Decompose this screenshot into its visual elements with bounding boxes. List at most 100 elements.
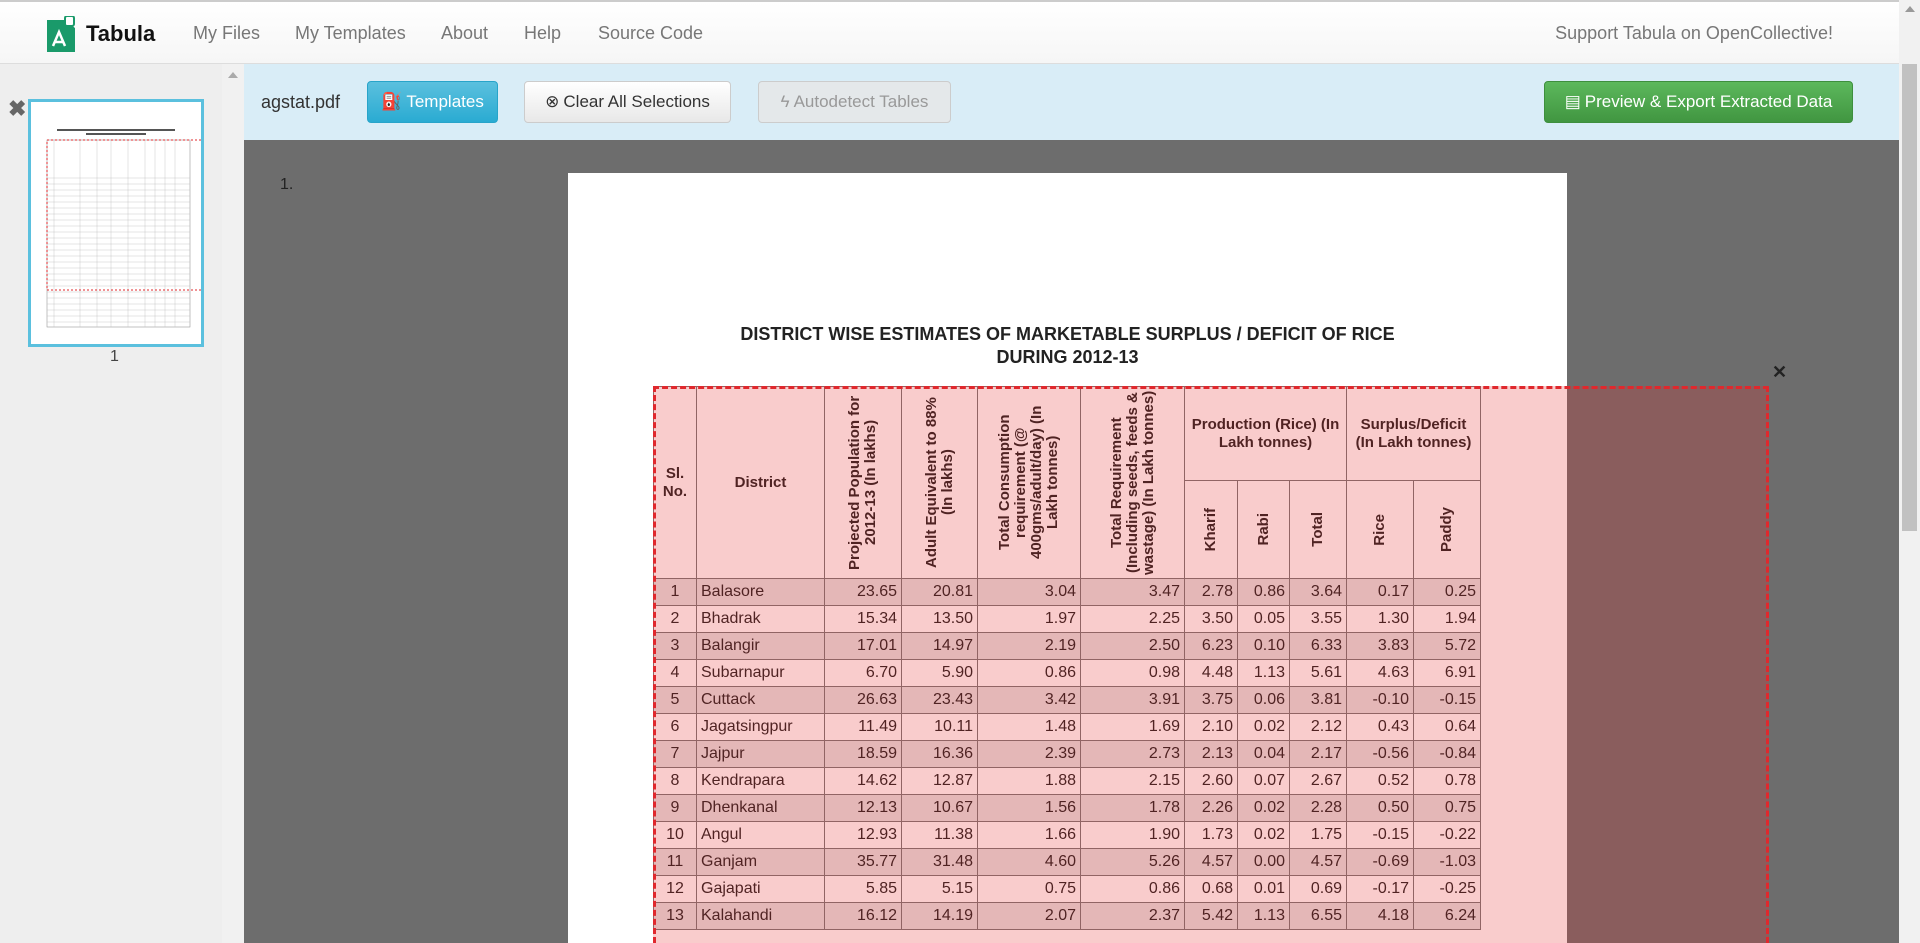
autodetect-tables-button[interactable]: ϟ Autodetect Tables — [758, 81, 951, 123]
data-table: Sl. No. District Projected Population fo… — [653, 386, 1481, 930]
autodetect-label: Autodetect Tables — [793, 92, 929, 111]
cell-population: 23.65 — [824, 578, 902, 606]
cell-total: 5.61 — [1289, 659, 1347, 687]
cell-kharif: 3.75 — [1184, 686, 1238, 714]
tabula-logo-icon[interactable] — [47, 16, 75, 52]
cell-requirement: 1.90 — [1080, 821, 1185, 849]
cell-rabi: 0.06 — [1237, 686, 1290, 714]
page-thumbnail[interactable] — [28, 99, 218, 347]
cell-population: 18.59 — [824, 740, 902, 768]
cell-paddy: 0.64 — [1413, 713, 1481, 741]
brand-name[interactable]: Tabula — [86, 21, 156, 46]
cell-rice: 3.83 — [1346, 632, 1414, 660]
nav-help[interactable]: Help — [524, 23, 562, 43]
cell-kharif: 3.50 — [1184, 605, 1238, 633]
pdf-page[interactable]: DISTRICT WISE ESTIMATES OF MARKETABLE SU… — [568, 173, 1567, 943]
cell-total: 0.69 — [1289, 875, 1347, 903]
cell-district: Cuttack — [696, 686, 825, 714]
table-row: 11 Ganjam 35.77 31.48 4.60 5.26 4.57 0.00 4.57 -0… — [653, 848, 1481, 876]
preview-export-button[interactable]: ▤ Preview & Export Extracted Data — [1544, 81, 1853, 123]
cell-consumption: 3.04 — [977, 578, 1081, 606]
header-paddy: Paddy — [1413, 480, 1481, 579]
cell-consumption: 1.88 — [977, 767, 1081, 795]
nav-source-code[interactable]: Source Code — [598, 23, 704, 43]
cell-paddy: 6.91 — [1413, 659, 1481, 687]
cell-requirement: 0.86 — [1080, 875, 1185, 903]
thumbnail-preview — [46, 129, 218, 328]
templates-icon: ⛽ — [381, 92, 403, 111]
table-row: 13 Kalahandi 16.12 14.19 2.07 2.37 5.42 1.13 6.5… — [653, 902, 1481, 930]
cell-requirement: 2.73 — [1080, 740, 1185, 768]
remove-page-icon[interactable]: ✖ — [8, 96, 27, 121]
nav-about[interactable]: About — [441, 23, 489, 43]
header-population: Projected Population for 2012-13 (In lak… — [824, 386, 902, 579]
nav-my-templates[interactable]: My Templates — [295, 23, 406, 43]
remove-selection-icon[interactable]: ✕ — [1772, 362, 1788, 382]
cell-total: 2.17 — [1289, 740, 1347, 768]
cell-population: 35.77 — [824, 848, 902, 876]
support-link[interactable]: Support Tabula on OpenCollective! — [1555, 23, 1833, 43]
cell-total: 4.57 — [1289, 848, 1347, 876]
table-row: 2 Bhadrak 15.34 13.50 1.97 2.25 3.50 0.05 3.55 1.… — [653, 605, 1481, 633]
cell-adult-equivalent: 31.48 — [901, 848, 978, 876]
cell-rabi: 0.02 — [1237, 713, 1290, 741]
clear-selections-button[interactable]: ⊗ Clear All Selections — [524, 81, 731, 123]
cell-rice: -0.69 — [1346, 848, 1414, 876]
cell-requirement: 3.47 — [1080, 578, 1185, 606]
cell-paddy: 5.72 — [1413, 632, 1481, 660]
cell-rice: -0.10 — [1346, 686, 1414, 714]
file-name: agstat.pdf — [261, 92, 341, 112]
cell-adult-equivalent: 11.38 — [901, 821, 978, 849]
table-row: 4 Subarnapur 6.70 5.90 0.86 0.98 4.48 1.13 5.61 4… — [653, 659, 1481, 687]
cell-rice: 0.17 — [1346, 578, 1414, 606]
title-line-2: DURING 2012-13 — [996, 347, 1139, 367]
cell-paddy: -0.22 — [1413, 821, 1481, 849]
cell-consumption: 1.56 — [977, 794, 1081, 822]
scrollbar-thumb[interactable] — [1902, 64, 1917, 531]
cell-rabi: 1.13 — [1237, 659, 1290, 687]
cell-rice: 0.52 — [1346, 767, 1414, 795]
table-row: 9 Dhenkanal 12.13 10.67 1.56 1.78 2.26 0.02 2.28… — [653, 794, 1481, 822]
clear-label: Clear All Selections — [563, 92, 710, 111]
header-production: Production (Rice) (In Lakh tonnes) — [1184, 386, 1347, 481]
cell-requirement: 5.26 — [1080, 848, 1185, 876]
header-requirement: Total Requirement (Including seeds, feed… — [1080, 386, 1185, 579]
cell-rabi: 0.02 — [1237, 794, 1290, 822]
cell-paddy: 1.94 — [1413, 605, 1481, 633]
cell-consumption: 3.42 — [977, 686, 1081, 714]
cell-sl-no: 4 — [653, 659, 697, 687]
templates-button[interactable]: ⛽ Templates — [367, 81, 498, 123]
cell-kharif: 2.26 — [1184, 794, 1238, 822]
cell-sl-no: 3 — [653, 632, 697, 660]
cell-adult-equivalent: 14.97 — [901, 632, 978, 660]
cell-rice: 4.18 — [1346, 902, 1414, 930]
list-icon: ▤ — [1564, 92, 1581, 111]
cell-requirement: 2.15 — [1080, 767, 1185, 795]
top-navbar: Tabula My Files My Templates About Help … — [0, 0, 1899, 64]
cell-population: 12.13 — [824, 794, 902, 822]
cell-adult-equivalent: 14.19 — [901, 902, 978, 930]
cell-adult-equivalent: 16.36 — [901, 740, 978, 768]
cell-paddy: 0.78 — [1413, 767, 1481, 795]
export-label: Preview & Export Extracted Data — [1584, 92, 1833, 111]
cell-consumption: 0.86 — [977, 659, 1081, 687]
cell-total: 2.28 — [1289, 794, 1347, 822]
cell-total: 3.55 — [1289, 605, 1347, 633]
sidebar-scrollbar[interactable] — [222, 64, 244, 943]
table-selection-area[interactable] — [653, 386, 1769, 943]
cell-population: 16.12 — [824, 902, 902, 930]
cell-consumption: 2.39 — [977, 740, 1081, 768]
cell-population: 11.49 — [824, 713, 902, 741]
page-label: 1. — [280, 176, 294, 193]
cell-rice: -0.56 — [1346, 740, 1414, 768]
cell-requirement: 1.78 — [1080, 794, 1185, 822]
nav-my-files[interactable]: My Files — [193, 23, 260, 43]
header-adult-equivalent: Adult Equivalent to 88% (In lakhs) — [901, 386, 978, 579]
cell-adult-equivalent: 20.81 — [901, 578, 978, 606]
cell-adult-equivalent: 10.67 — [901, 794, 978, 822]
cell-total: 6.33 — [1289, 632, 1347, 660]
cell-rabi: 0.05 — [1237, 605, 1290, 633]
document-title: DISTRICT WISE ESTIMATES OF MARKETABLE SU… — [568, 323, 1567, 369]
cell-rabi: 0.02 — [1237, 821, 1290, 849]
cell-district: Kalahandi — [696, 902, 825, 930]
